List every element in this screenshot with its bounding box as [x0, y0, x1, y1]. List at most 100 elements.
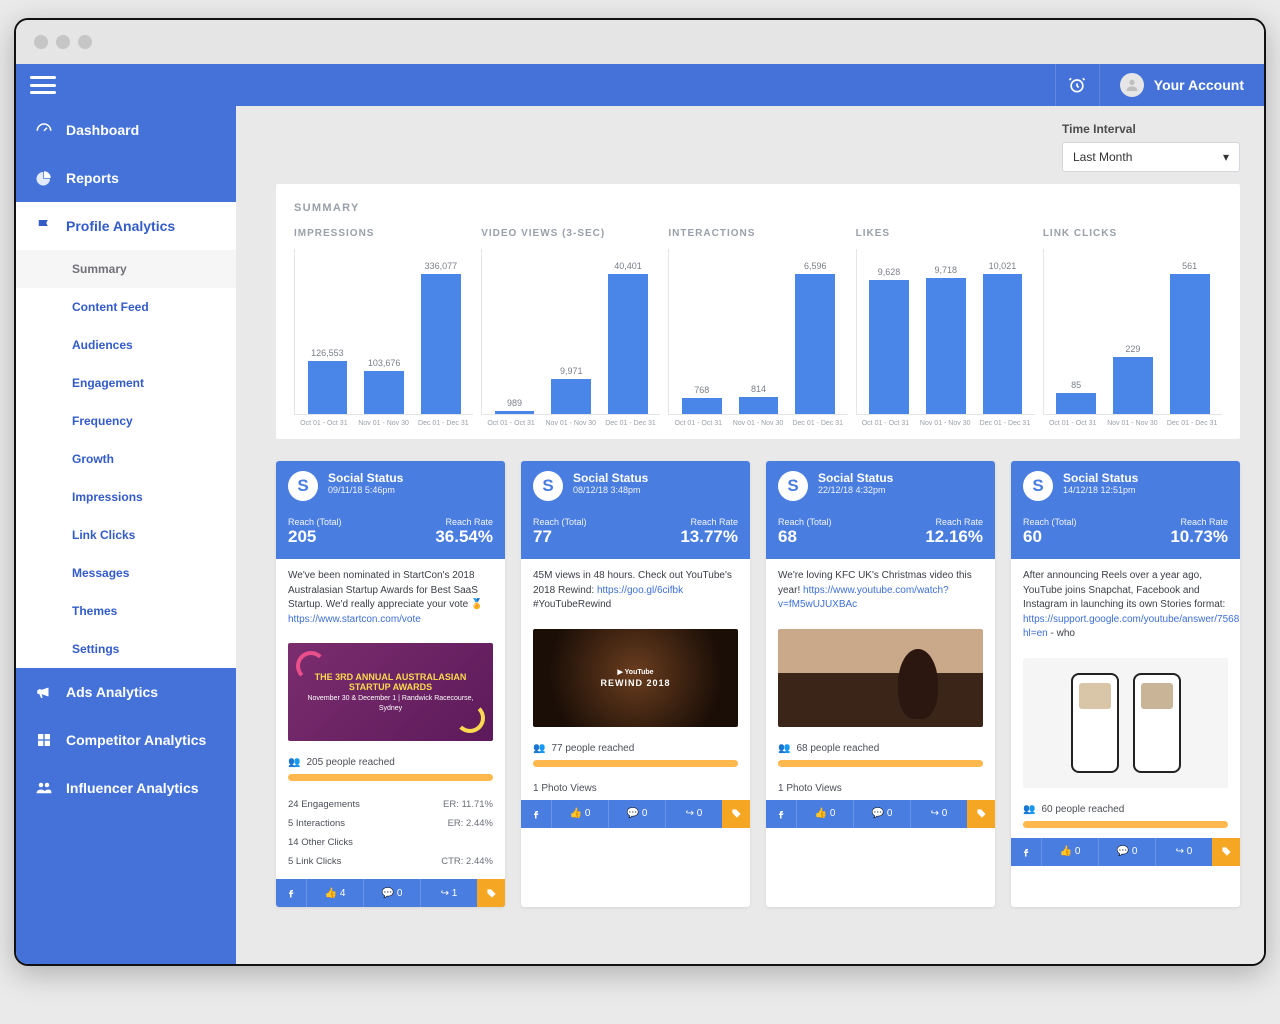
post-reach: 👥 205 people reached — [276, 751, 505, 774]
nav-ads-analytics[interactable]: Ads Analytics — [16, 668, 236, 716]
nav-dashboard[interactable]: Dashboard — [16, 106, 236, 154]
subnav-growth[interactable]: Growth — [16, 440, 236, 478]
subnav-themes[interactable]: Themes — [16, 592, 236, 630]
post-card: S Social Status08/12/18 3:48pm Reach (To… — [521, 461, 750, 907]
shares-count[interactable]: ↪ 0 — [1155, 838, 1212, 866]
bar: 103,676 — [356, 257, 413, 414]
post-card: S Social Status22/12/18 4:32pm Reach (To… — [766, 461, 995, 907]
likes-count[interactable]: 👍 4 — [306, 879, 363, 907]
subnav-summary[interactable]: Summary — [16, 250, 236, 288]
gauge-icon — [34, 120, 54, 140]
shares-count[interactable]: ↪ 0 — [665, 800, 722, 828]
post-author: Social Status — [818, 471, 893, 485]
post-footer: 👍 0 💬 0 ↪ 0 — [1011, 838, 1240, 866]
people-icon: 👥 — [533, 743, 545, 754]
post-reach: 👥 68 people reached — [766, 737, 995, 760]
bar-value: 989 — [507, 398, 522, 408]
account-menu[interactable]: Your Account — [1099, 64, 1264, 106]
post-date: 09/11/18 5:46pm — [328, 485, 403, 495]
subnav-link-clicks[interactable]: Link Clicks — [16, 516, 236, 554]
grid-icon — [34, 730, 54, 750]
reach-bar — [1023, 821, 1228, 828]
subnav-impressions[interactable]: Impressions — [16, 478, 236, 516]
post-link[interactable]: https://goo.gl/6cifbk — [597, 585, 683, 596]
post-card: S Social Status14/12/18 12:51pm Reach (T… — [1011, 461, 1240, 907]
facebook-icon — [521, 800, 551, 828]
nav-label: Influencer Analytics — [66, 780, 199, 796]
shares-count[interactable]: ↪ 0 — [910, 800, 967, 828]
nav-competitor-analytics[interactable]: Competitor Analytics — [16, 716, 236, 764]
chart-area: 85 229 561 — [1043, 249, 1222, 415]
comments-count[interactable]: 💬 0 — [363, 879, 420, 907]
post-card: S Social Status09/11/18 5:46pm Reach (To… — [276, 461, 505, 907]
subnav-content-feed[interactable]: Content Feed — [16, 288, 236, 326]
bar: 9,718 — [917, 257, 974, 414]
bar: 336,077 — [412, 257, 469, 414]
bar-rect — [608, 274, 648, 414]
bar-value: 561 — [1182, 261, 1197, 271]
bar-value: 103,676 — [368, 358, 401, 368]
alarm-button[interactable] — [1055, 64, 1099, 106]
nav-label: Dashboard — [66, 122, 139, 138]
flag-icon — [34, 216, 54, 236]
x-labels: Oct 01 - Oct 31Nov 01 - Nov 30Dec 01 - D… — [1043, 420, 1222, 427]
likes-count[interactable]: 👍 0 — [1041, 838, 1098, 866]
people-icon: 👥 — [1023, 804, 1035, 815]
tag-icon[interactable] — [722, 800, 750, 828]
bar-rect — [308, 361, 348, 414]
post-footer: 👍 0 💬 0 ↪ 0 — [521, 800, 750, 828]
shares-count[interactable]: ↪ 1 — [420, 879, 477, 907]
time-interval-select[interactable]: Last Month ▾ — [1062, 142, 1240, 172]
bar-value: 126,553 — [311, 348, 344, 358]
bar-rect — [364, 371, 404, 414]
bar-rect — [1056, 393, 1096, 414]
people-icon: 👥 — [288, 757, 300, 768]
summary-title: SUMMARY — [294, 202, 1222, 214]
post-author: Social Status — [328, 471, 403, 485]
likes-count[interactable]: 👍 0 — [551, 800, 608, 828]
tag-icon[interactable] — [1212, 838, 1240, 866]
avatar-icon — [1120, 73, 1144, 97]
post-reach: 👥 77 people reached — [521, 737, 750, 760]
nav-label: Competitor Analytics — [66, 732, 206, 748]
tag-icon[interactable] — [477, 879, 505, 907]
account-label: Your Account — [1154, 77, 1244, 93]
summary-card: SUMMARY IMPRESSIONS126,553103,676336,077… — [276, 184, 1240, 439]
nav-influencer-analytics[interactable]: Influencer Analytics — [16, 764, 236, 812]
comments-count[interactable]: 💬 0 — [853, 800, 910, 828]
chart-title: INTERACTIONS — [668, 228, 847, 239]
bar-value: 229 — [1125, 344, 1140, 354]
nav-reports[interactable]: Reports — [16, 154, 236, 202]
comments-count[interactable]: 💬 0 — [608, 800, 665, 828]
subnav-audiences[interactable]: Audiences — [16, 326, 236, 364]
chart-interactions: INTERACTIONS7688146,596Oct 01 - Oct 31No… — [668, 228, 847, 427]
chart-title: LINK CLICKS — [1043, 228, 1222, 239]
post-author: Social Status — [573, 471, 648, 485]
subnav-messages[interactable]: Messages — [16, 554, 236, 592]
bar: 10,021 — [974, 257, 1031, 414]
chart-title: VIDEO VIEWS (3-SEC) — [481, 228, 660, 239]
subnav-engagement[interactable]: Engagement — [16, 364, 236, 402]
bar-value: 85 — [1071, 380, 1081, 390]
post-date: 08/12/18 3:48pm — [573, 485, 648, 495]
window-dot — [34, 35, 48, 49]
tag-icon[interactable] — [967, 800, 995, 828]
subnav-frequency[interactable]: Frequency — [16, 402, 236, 440]
menu-toggle[interactable] — [16, 64, 70, 106]
post-link[interactable]: https://www.startcon.com/vote — [288, 614, 421, 625]
x-labels: Oct 01 - Oct 31Nov 01 - Nov 30Dec 01 - D… — [294, 420, 473, 427]
chevron-down-icon: ▾ — [1223, 150, 1229, 164]
post-body: After announcing Reels over a year ago, … — [1011, 559, 1240, 652]
post-header: S Social Status08/12/18 3:48pm — [521, 461, 750, 511]
likes-count[interactable]: 👍 0 — [796, 800, 853, 828]
subnav-settings[interactable]: Settings — [16, 630, 236, 668]
bar-rect — [682, 398, 722, 414]
post-link[interactable]: https://www.youtube.com/watch?v=fM5wUJUX… — [778, 585, 949, 611]
bar: 229 — [1105, 257, 1162, 414]
post-link[interactable]: https://support.google.com/youtube/answe… — [1023, 614, 1240, 640]
comments-count[interactable]: 💬 0 — [1098, 838, 1155, 866]
nav-profile-analytics[interactable]: Profile Analytics — [16, 202, 236, 250]
bar-value: 336,077 — [425, 261, 458, 271]
bar-value: 6,596 — [804, 261, 827, 271]
x-labels: Oct 01 - Oct 31Nov 01 - Nov 30Dec 01 - D… — [856, 420, 1035, 427]
